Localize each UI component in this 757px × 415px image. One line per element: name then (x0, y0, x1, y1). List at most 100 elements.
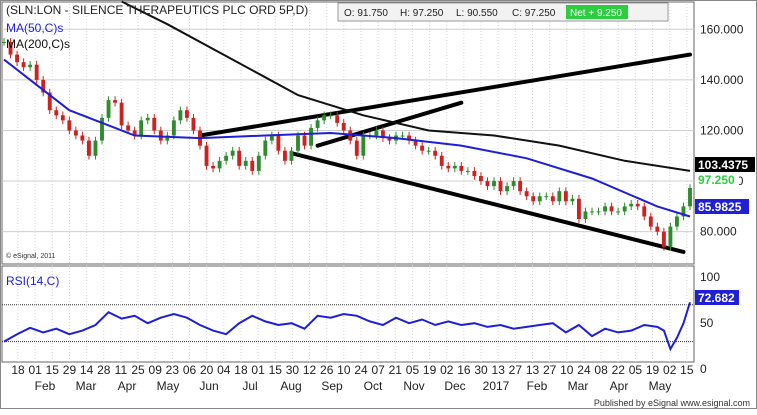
candle-body (524, 191, 529, 197)
candle-body (603, 206, 608, 212)
candle-body (642, 206, 647, 217)
candle-body (426, 150, 431, 152)
candle-body (256, 155, 261, 171)
candle-body (80, 135, 85, 141)
rsi-value-label: 72.682 (695, 290, 739, 305)
candle-body (374, 130, 379, 136)
ma50-legend: MA(50,C)s (6, 21, 63, 35)
x-day-tick: 24 (577, 363, 591, 377)
candle-body (126, 125, 131, 131)
price-label-close: 97.250 (695, 172, 739, 187)
candle-body (544, 196, 549, 198)
price-pane (1, 1, 695, 265)
quote-box: O: 91.750 H: 97.250 L: 90.550 C: 97.250 … (337, 2, 669, 22)
candle-body (341, 122, 346, 131)
upper-resistance-line (198, 52, 692, 138)
candle-body (67, 120, 72, 131)
candle-body (269, 135, 274, 141)
x-day-tick: 02 (440, 363, 454, 377)
rsi-title: RSI(14,C) (6, 274, 59, 288)
candle-body (550, 196, 555, 202)
x-day-tick: 29 (63, 363, 77, 377)
candle-body (400, 135, 405, 137)
candle-body (113, 100, 118, 103)
candle-body (47, 92, 52, 111)
candle-body (217, 160, 222, 169)
x-day-tick: 06 (183, 363, 197, 377)
x-day-tick: 13 (492, 363, 506, 377)
candle-body (354, 140, 359, 156)
candle-body (563, 191, 568, 202)
candle-body (230, 150, 235, 156)
x-month-label: Dec (444, 379, 465, 393)
candle-body (8, 41, 13, 55)
x-day-tick: 05 (629, 363, 643, 377)
candle-body (100, 117, 104, 141)
chart-title: (SLN:LON - SILENCE THERAPEUTICS PLC ORD … (6, 3, 308, 17)
candle-body (204, 145, 209, 166)
candle-body (505, 186, 510, 192)
x-day-tick: 16 (457, 363, 471, 377)
candle-body (237, 150, 242, 166)
candle-body (73, 130, 78, 136)
candle-body (335, 115, 340, 123)
candle-body (106, 100, 111, 118)
candle-body (15, 54, 20, 63)
candle-body (661, 231, 666, 247)
ma200-line (121, 0, 691, 172)
candle-body (674, 216, 679, 227)
candle-body (211, 165, 216, 169)
ma50-line (3, 58, 691, 218)
candle-body (472, 170, 477, 176)
candle-body (420, 145, 425, 151)
x-day-tick: 10 (337, 363, 351, 377)
candle-body (178, 110, 183, 121)
candle-body (616, 211, 621, 213)
candle-body (289, 150, 294, 161)
candle-body (485, 181, 490, 187)
candle-body (34, 64, 39, 80)
x-day-tick: 15 (269, 363, 283, 377)
candle-body (380, 130, 385, 139)
candle-body (276, 135, 281, 151)
candle-body (41, 79, 46, 93)
candle-body (361, 135, 366, 156)
candle-body (609, 206, 614, 212)
candle-body (145, 117, 150, 121)
candle-body (328, 115, 333, 117)
x-day-tick: 27 (509, 363, 523, 377)
candle-body (165, 135, 170, 141)
x-day-tick: 13 (526, 363, 540, 377)
x-day-tick: 26 (320, 363, 334, 377)
x-day-tick: 20 (200, 363, 214, 377)
x-month-label: Jun (199, 379, 218, 393)
candle-body (478, 176, 483, 182)
candle-body (250, 160, 255, 171)
x-day-tick: 24 (354, 363, 368, 377)
candle-body (583, 211, 588, 219)
net-badge (566, 5, 628, 19)
rsi-tick-label: 0 (700, 362, 707, 376)
quote-open: O: 91.750 (344, 8, 388, 19)
price-tick-label: 160.000 (700, 22, 744, 36)
x-month-label: Feb (35, 379, 56, 393)
x-day-tick: 30 (286, 363, 300, 377)
x-day-tick: 15 (680, 363, 694, 377)
x-month-label: May (157, 379, 180, 393)
candle-body (413, 140, 418, 146)
channel-top-line (315, 100, 464, 148)
x-day-tick: 18 (11, 363, 25, 377)
candle-body (648, 216, 653, 227)
candle-body (132, 130, 137, 136)
x-day-tick: 21 (389, 363, 403, 377)
candle-body (28, 64, 33, 68)
rsi-line (3, 302, 691, 352)
quote-net: Net + 9.250 (570, 8, 622, 19)
x-month-label: 2017 (483, 379, 510, 393)
rsi-tick-label: 50 (700, 316, 714, 330)
svg-text:97.250: 97.250 (698, 173, 735, 187)
grid-layer (2, 4, 694, 362)
price-tick-label: 140.000 (700, 73, 744, 87)
x-day-tick: 19 (646, 363, 660, 377)
